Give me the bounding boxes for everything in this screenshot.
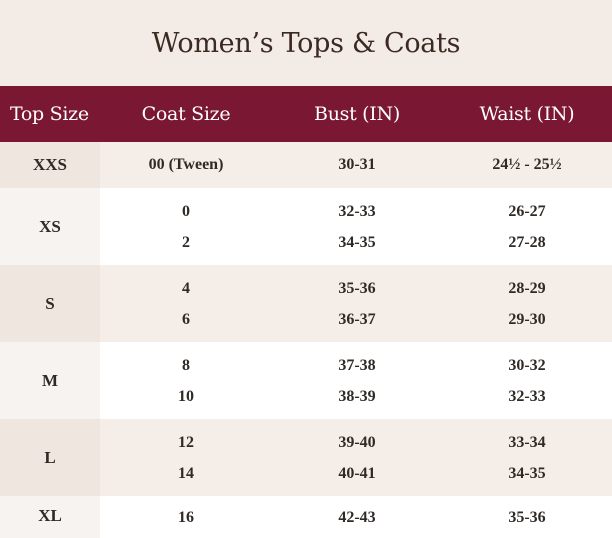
waist-cell: 33-34 34-35 xyxy=(442,419,612,496)
top-size-cell: XS xyxy=(0,188,100,265)
waist-cell: 35-36 xyxy=(442,496,612,538)
bust-cell: 42-43 xyxy=(272,496,442,538)
coat-size-cell: 4 6 xyxy=(100,265,272,342)
waist-cell: 28-29 29-30 xyxy=(442,265,612,342)
coat-size-cell: 16 xyxy=(100,496,272,538)
top-size-cell: XXS xyxy=(0,142,100,188)
table-row: XL 16 42-43 35-36 xyxy=(0,496,612,538)
top-size-cell: XL xyxy=(0,496,100,538)
coat-size-value: 4 xyxy=(182,279,190,297)
table-row: L 12 14 39-40 40-41 33-34 34-35 xyxy=(0,419,612,496)
table-row: XXS 00 (Tween) 30-31 24½ - 25½ xyxy=(0,142,612,188)
waist-value: 35-36 xyxy=(508,509,546,526)
top-size-cell: L xyxy=(0,419,100,496)
header-waist: Waist (IN) xyxy=(479,103,575,125)
coat-size-cell: 8 10 xyxy=(100,342,272,419)
bust-cell: 37-38 38-39 xyxy=(272,342,442,419)
bust-cell: 35-36 36-37 xyxy=(272,265,442,342)
bust-cell: 32-33 34-35 xyxy=(272,188,442,265)
table-row: S 4 6 35-36 36-37 28-29 29-30 xyxy=(0,265,612,342)
bust-value: 39-40 xyxy=(338,433,376,451)
bust-value: 35-36 xyxy=(338,279,376,297)
bust-value: 37-38 xyxy=(338,356,376,374)
table-row: XS 0 2 32-33 34-35 26-27 27-28 xyxy=(0,188,612,265)
waist-value: 33-34 xyxy=(508,433,546,451)
waist-cell: 26-27 27-28 xyxy=(442,188,612,265)
waist-cell: 24½ - 25½ xyxy=(442,142,612,188)
page-title: Women’s Tops & Coats xyxy=(151,27,461,59)
table-row: M 8 10 37-38 38-39 30-32 32-33 xyxy=(0,342,612,419)
waist-value: 32-33 xyxy=(508,387,546,405)
coat-size-value: 8 xyxy=(182,356,190,374)
bust-value: 36-37 xyxy=(338,310,376,328)
top-size-cell: M xyxy=(0,342,100,419)
waist-value: 34-35 xyxy=(508,464,546,482)
bust-value: 42-43 xyxy=(338,509,376,526)
header-coat-size: Coat Size xyxy=(141,103,231,125)
waist-value: 28-29 xyxy=(508,279,546,297)
coat-size-value: 2 xyxy=(182,233,190,251)
coat-size-value: 14 xyxy=(178,464,194,482)
bust-value: 30-31 xyxy=(338,156,376,173)
waist-value: 26-27 xyxy=(508,202,546,220)
coat-size-value: 00 (Tween) xyxy=(148,156,224,173)
bust-value: 38-39 xyxy=(338,387,376,405)
coat-size-cell: 00 (Tween) xyxy=(100,142,272,188)
bust-value: 40-41 xyxy=(338,464,376,482)
size-table: Top Size Coat Size Bust (IN) Waist (IN) … xyxy=(0,86,612,538)
waist-value: 30-32 xyxy=(508,356,546,374)
coat-size-value: 0 xyxy=(182,202,190,220)
bust-value: 34-35 xyxy=(338,233,376,251)
bust-value: 32-33 xyxy=(338,202,376,220)
coat-size-value: 6 xyxy=(182,310,190,328)
coat-size-cell: 0 2 xyxy=(100,188,272,265)
waist-value: 27-28 xyxy=(508,233,546,251)
coat-size-value: 10 xyxy=(178,387,194,405)
waist-cell: 30-32 32-33 xyxy=(442,342,612,419)
header-top-size: Top Size xyxy=(10,103,89,125)
waist-value: 24½ - 25½ xyxy=(492,156,562,173)
coat-size-cell: 12 14 xyxy=(100,419,272,496)
table-header-row: Top Size Coat Size Bust (IN) Waist (IN) xyxy=(0,86,612,142)
coat-size-value: 12 xyxy=(178,433,194,451)
top-size-cell: S xyxy=(0,265,100,342)
coat-size-value: 16 xyxy=(178,509,194,526)
bust-cell: 39-40 40-41 xyxy=(272,419,442,496)
header-bust: Bust (IN) xyxy=(314,103,400,125)
waist-value: 29-30 xyxy=(508,310,546,328)
bust-cell: 30-31 xyxy=(272,142,442,188)
